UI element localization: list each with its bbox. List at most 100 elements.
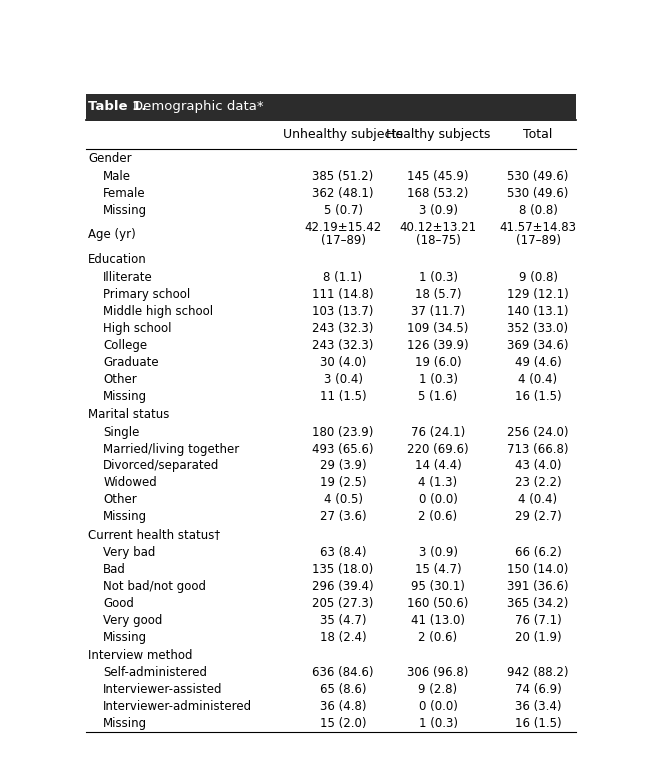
Text: Married/living together: Married/living together xyxy=(103,442,239,455)
Text: 362 (48.1): 362 (48.1) xyxy=(312,187,374,200)
Text: 205 (27.3): 205 (27.3) xyxy=(312,597,373,609)
Text: Missing: Missing xyxy=(103,510,147,524)
Text: 713 (66.8): 713 (66.8) xyxy=(507,442,569,455)
Text: (17–89): (17–89) xyxy=(321,234,366,247)
Text: 36 (4.8): 36 (4.8) xyxy=(320,701,366,713)
Text: 41 (13.0): 41 (13.0) xyxy=(411,614,465,627)
Text: 43 (4.0): 43 (4.0) xyxy=(515,459,561,473)
Text: 365 (34.2): 365 (34.2) xyxy=(508,597,569,609)
Text: Primary school: Primary school xyxy=(103,288,190,301)
Text: 243 (32.3): 243 (32.3) xyxy=(312,322,373,335)
Text: Bad: Bad xyxy=(103,563,126,576)
Text: 150 (14.0): 150 (14.0) xyxy=(508,563,569,576)
Text: Interviewer-assisted: Interviewer-assisted xyxy=(103,683,223,696)
Text: 0 (0.0): 0 (0.0) xyxy=(419,701,457,713)
Text: Male: Male xyxy=(103,169,131,183)
Text: 4 (0.4): 4 (0.4) xyxy=(519,373,557,386)
Text: Gender: Gender xyxy=(88,152,132,165)
Text: 16 (1.5): 16 (1.5) xyxy=(515,390,561,403)
FancyBboxPatch shape xyxy=(86,94,575,120)
Text: 76 (7.1): 76 (7.1) xyxy=(515,614,561,627)
Text: 5 (1.6): 5 (1.6) xyxy=(419,390,457,403)
Text: 3 (0.4): 3 (0.4) xyxy=(324,373,362,386)
Text: 126 (39.9): 126 (39.9) xyxy=(407,339,469,352)
Text: Very good: Very good xyxy=(103,614,163,627)
Text: 65 (8.6): 65 (8.6) xyxy=(320,683,366,696)
Text: Single: Single xyxy=(103,426,139,439)
Text: 27 (3.6): 27 (3.6) xyxy=(320,510,366,524)
Text: 11 (1.5): 11 (1.5) xyxy=(320,390,366,403)
Text: 942 (88.2): 942 (88.2) xyxy=(507,666,569,679)
Text: Missing: Missing xyxy=(103,631,147,644)
Text: 63 (8.4): 63 (8.4) xyxy=(320,546,366,559)
Text: 66 (6.2): 66 (6.2) xyxy=(515,546,561,559)
Text: 306 (96.8): 306 (96.8) xyxy=(408,666,469,679)
Text: 9 (2.8): 9 (2.8) xyxy=(419,683,457,696)
Text: Interviewer-administered: Interviewer-administered xyxy=(103,701,252,713)
Text: 103 (13.7): 103 (13.7) xyxy=(312,305,373,318)
Text: 385 (51.2): 385 (51.2) xyxy=(312,169,373,183)
Text: 76 (24.1): 76 (24.1) xyxy=(411,426,465,439)
Text: Other: Other xyxy=(103,373,137,386)
Text: 41.57±14.83: 41.57±14.83 xyxy=(499,221,577,234)
Text: 636 (84.6): 636 (84.6) xyxy=(312,666,374,679)
Text: 3 (0.9): 3 (0.9) xyxy=(419,546,457,559)
Text: 369 (34.6): 369 (34.6) xyxy=(507,339,569,352)
Text: 0 (0.0): 0 (0.0) xyxy=(419,493,457,506)
Text: 42.19±15.42: 42.19±15.42 xyxy=(304,221,382,234)
Text: 8 (0.8): 8 (0.8) xyxy=(519,203,557,216)
Text: 391 (36.6): 391 (36.6) xyxy=(507,580,569,593)
Text: 1 (0.3): 1 (0.3) xyxy=(419,271,457,285)
Text: Total: Total xyxy=(523,128,553,141)
Text: 23 (2.2): 23 (2.2) xyxy=(515,477,561,490)
Text: (18–75): (18–75) xyxy=(415,234,461,247)
Text: Very bad: Very bad xyxy=(103,546,155,559)
Text: College: College xyxy=(103,339,147,352)
Text: Table 1.: Table 1. xyxy=(88,100,146,113)
Text: 37 (11.7): 37 (11.7) xyxy=(411,305,465,318)
Text: Good: Good xyxy=(103,597,134,609)
Text: Age (yr): Age (yr) xyxy=(88,228,136,241)
Text: Education: Education xyxy=(88,254,147,266)
Text: 220 (69.6): 220 (69.6) xyxy=(407,442,469,455)
Text: 15 (2.0): 15 (2.0) xyxy=(320,717,366,730)
Text: 18 (5.7): 18 (5.7) xyxy=(415,288,461,301)
Text: 111 (14.8): 111 (14.8) xyxy=(312,288,374,301)
Text: Unhealthy subjects: Unhealthy subjects xyxy=(283,128,403,141)
Text: 95 (30.1): 95 (30.1) xyxy=(411,580,465,593)
Text: 530 (49.6): 530 (49.6) xyxy=(508,169,569,183)
Text: 74 (6.9): 74 (6.9) xyxy=(515,683,561,696)
Text: 140 (13.1): 140 (13.1) xyxy=(507,305,569,318)
Text: 4 (0.5): 4 (0.5) xyxy=(324,493,362,506)
Text: 256 (24.0): 256 (24.0) xyxy=(507,426,569,439)
Text: 4 (0.4): 4 (0.4) xyxy=(519,493,557,506)
Text: 493 (65.6): 493 (65.6) xyxy=(312,442,374,455)
Text: 30 (4.0): 30 (4.0) xyxy=(320,356,366,369)
Text: 29 (3.9): 29 (3.9) xyxy=(320,459,366,473)
Text: 109 (34.5): 109 (34.5) xyxy=(408,322,469,335)
Text: 5 (0.7): 5 (0.7) xyxy=(324,203,362,216)
Text: Not bad/not good: Not bad/not good xyxy=(103,580,206,593)
Text: Interview method: Interview method xyxy=(88,648,193,662)
Text: Missing: Missing xyxy=(103,390,147,403)
Text: 40.12±13.21: 40.12±13.21 xyxy=(399,221,477,234)
Text: 530 (49.6): 530 (49.6) xyxy=(508,187,569,200)
Text: 129 (12.1): 129 (12.1) xyxy=(507,288,569,301)
Text: 29 (2.7): 29 (2.7) xyxy=(515,510,561,524)
Text: 9 (0.8): 9 (0.8) xyxy=(519,271,557,285)
Text: 15 (4.7): 15 (4.7) xyxy=(415,563,461,576)
Text: Healthy subjects: Healthy subjects xyxy=(386,128,490,141)
Text: Female: Female xyxy=(103,187,146,200)
Text: 243 (32.3): 243 (32.3) xyxy=(312,339,373,352)
Text: 352 (33.0): 352 (33.0) xyxy=(508,322,569,335)
Text: 19 (2.5): 19 (2.5) xyxy=(320,477,366,490)
Text: 145 (45.9): 145 (45.9) xyxy=(407,169,469,183)
Text: 1 (0.3): 1 (0.3) xyxy=(419,373,457,386)
Text: 135 (18.0): 135 (18.0) xyxy=(312,563,373,576)
Text: Self-administered: Self-administered xyxy=(103,666,207,679)
Text: Marital status: Marital status xyxy=(88,408,170,420)
Text: Missing: Missing xyxy=(103,717,147,730)
Text: 2 (0.6): 2 (0.6) xyxy=(419,631,457,644)
Text: (17–89): (17–89) xyxy=(515,234,561,247)
Text: Current health status†: Current health status† xyxy=(88,528,220,541)
